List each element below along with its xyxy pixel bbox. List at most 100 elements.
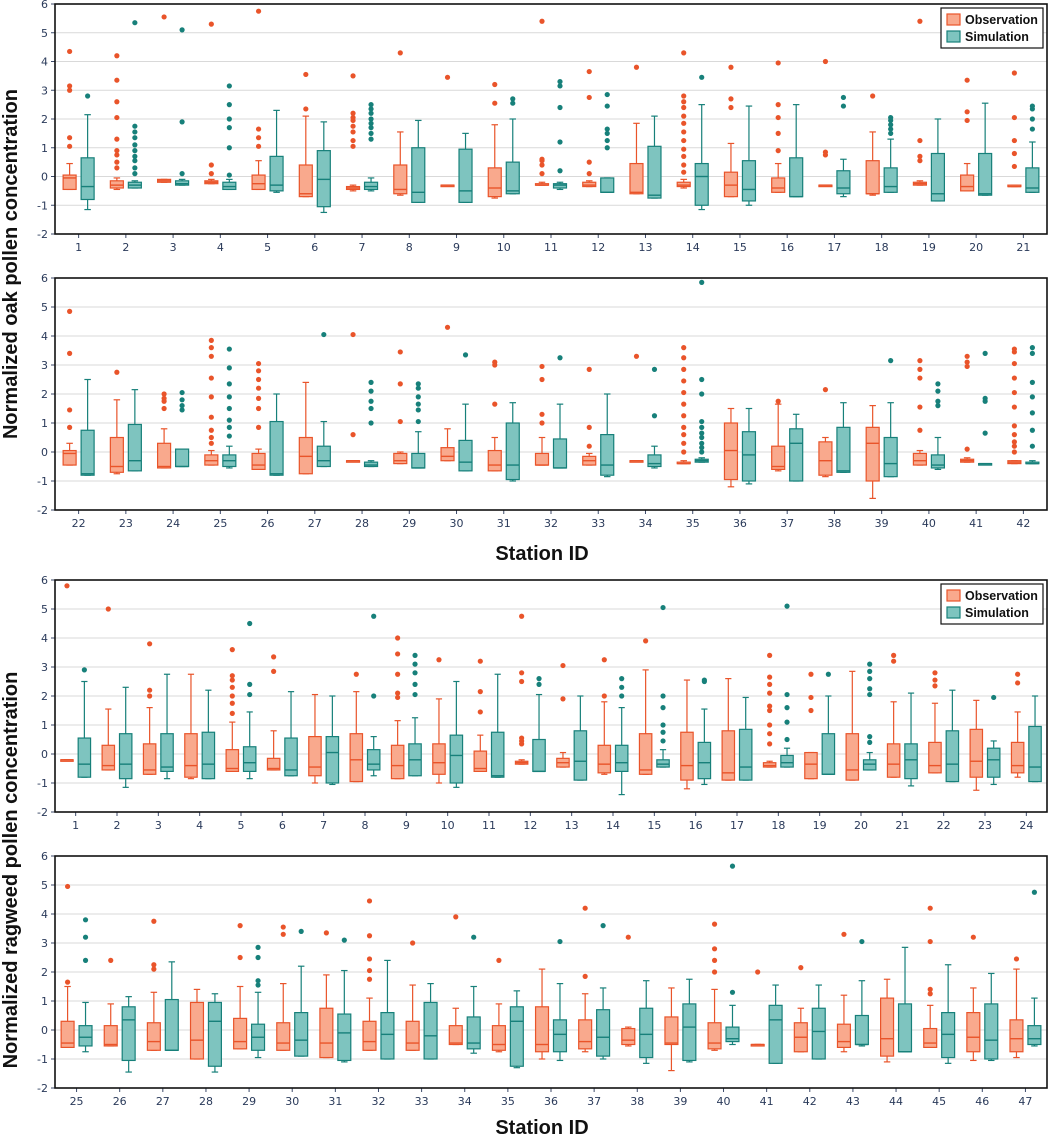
iqr-box: [142, 743, 157, 775]
observation-box: [534, 363, 550, 466]
outlier-point: [681, 432, 687, 438]
outlier-point: [510, 96, 516, 102]
iqr-box: [771, 445, 786, 471]
outlier-point: [822, 387, 829, 393]
observation-box: [676, 50, 691, 189]
outlier-point: [604, 103, 610, 109]
station-22: 22: [928, 670, 960, 832]
outlier-point: [353, 671, 359, 677]
iqr-box: [487, 167, 502, 198]
observation-box: [60, 583, 74, 762]
outlier-point: [114, 99, 120, 105]
outlier-point: [699, 418, 705, 425]
simulation-box: [694, 279, 709, 463]
simulation-box: [697, 677, 712, 786]
outlier-point: [85, 93, 91, 99]
iqr-box: [1027, 1025, 1042, 1046]
observation-box: [721, 677, 736, 781]
station-24: 24: [1010, 671, 1042, 832]
x-tick-label: 14: [606, 819, 620, 832]
iqr-box: [552, 1019, 568, 1053]
iqr-box: [363, 181, 379, 191]
station-15: 15: [723, 64, 757, 254]
outlier-point: [982, 350, 988, 356]
simulation-box: [316, 121, 331, 214]
outlier-point: [436, 657, 442, 663]
simulation-box: [986, 694, 1001, 786]
iqr-box: [928, 741, 942, 774]
outlier-point: [822, 58, 829, 65]
outlier-point: [132, 142, 138, 148]
outlier-point: [64, 583, 70, 589]
outlier-point: [395, 635, 401, 641]
outlier-point: [582, 905, 588, 911]
iqr-box: [966, 1011, 981, 1053]
outlier-point: [927, 938, 933, 945]
outlier-point: [1015, 680, 1021, 686]
iqr-box: [969, 728, 984, 778]
outlier-point: [560, 696, 566, 702]
outlier-point: [519, 613, 525, 619]
outlier-point: [226, 172, 232, 178]
station-30: 30: [276, 924, 309, 1108]
x-tick-label: 42: [803, 1095, 817, 1108]
iqr-box: [109, 180, 124, 189]
outlier-point: [492, 401, 498, 407]
y-tick-label: 3: [41, 661, 48, 674]
outlier-point: [132, 20, 138, 26]
iqr-box: [694, 162, 709, 206]
station-8: 8: [393, 50, 426, 254]
outlier-point: [586, 424, 592, 430]
outlier-point: [970, 934, 976, 940]
station-13: 13: [556, 662, 588, 832]
iqr-box: [189, 1001, 205, 1060]
simulation-box: [978, 350, 993, 466]
outlier-point: [539, 411, 545, 417]
simulation-box: [77, 667, 92, 778]
outlier-point: [350, 143, 356, 149]
outlier-point: [699, 430, 705, 436]
simulation-box: [600, 393, 615, 478]
outlier-point: [964, 77, 970, 83]
x-tick-label: 40: [922, 517, 936, 530]
observation-box: [393, 50, 408, 196]
simulation-box: [883, 114, 898, 193]
simulation-box: [836, 402, 851, 473]
iqr-box: [204, 454, 219, 466]
outlier-point: [601, 693, 607, 699]
iqr-box: [325, 735, 340, 784]
simulation-box: [174, 27, 190, 186]
outlier-point: [964, 353, 970, 359]
outlier-point: [681, 424, 687, 430]
outlier-point: [888, 126, 894, 132]
simulation-box: [600, 91, 615, 194]
outlier-point: [229, 684, 235, 690]
iqr-box: [380, 1011, 395, 1060]
iqr-box: [316, 445, 331, 468]
outlier-point: [1011, 346, 1017, 352]
simulation-box: [201, 689, 216, 780]
outlier-point: [681, 366, 687, 372]
outlier-point: [255, 135, 262, 141]
iqr-box: [393, 164, 408, 195]
x-tick-label: 6: [311, 241, 318, 254]
observation-box: [534, 18, 550, 186]
outlier-point: [888, 358, 894, 364]
outlier-point: [208, 345, 214, 351]
outlier-point: [255, 126, 262, 132]
simulation-box: [490, 673, 505, 778]
outlier-point: [991, 694, 997, 701]
outlier-point: [767, 707, 773, 714]
outlier-point: [917, 427, 923, 433]
outlier-point: [982, 395, 988, 401]
outlier-point: [237, 923, 243, 929]
outlier-point: [917, 158, 923, 164]
outlier-point: [496, 957, 502, 964]
simulation-box: [242, 620, 257, 780]
station-14: 14: [597, 657, 629, 832]
iqr-box: [308, 735, 322, 777]
station-21: 21: [1007, 70, 1040, 254]
outlier-point: [208, 171, 214, 177]
outlier-point: [67, 424, 73, 430]
